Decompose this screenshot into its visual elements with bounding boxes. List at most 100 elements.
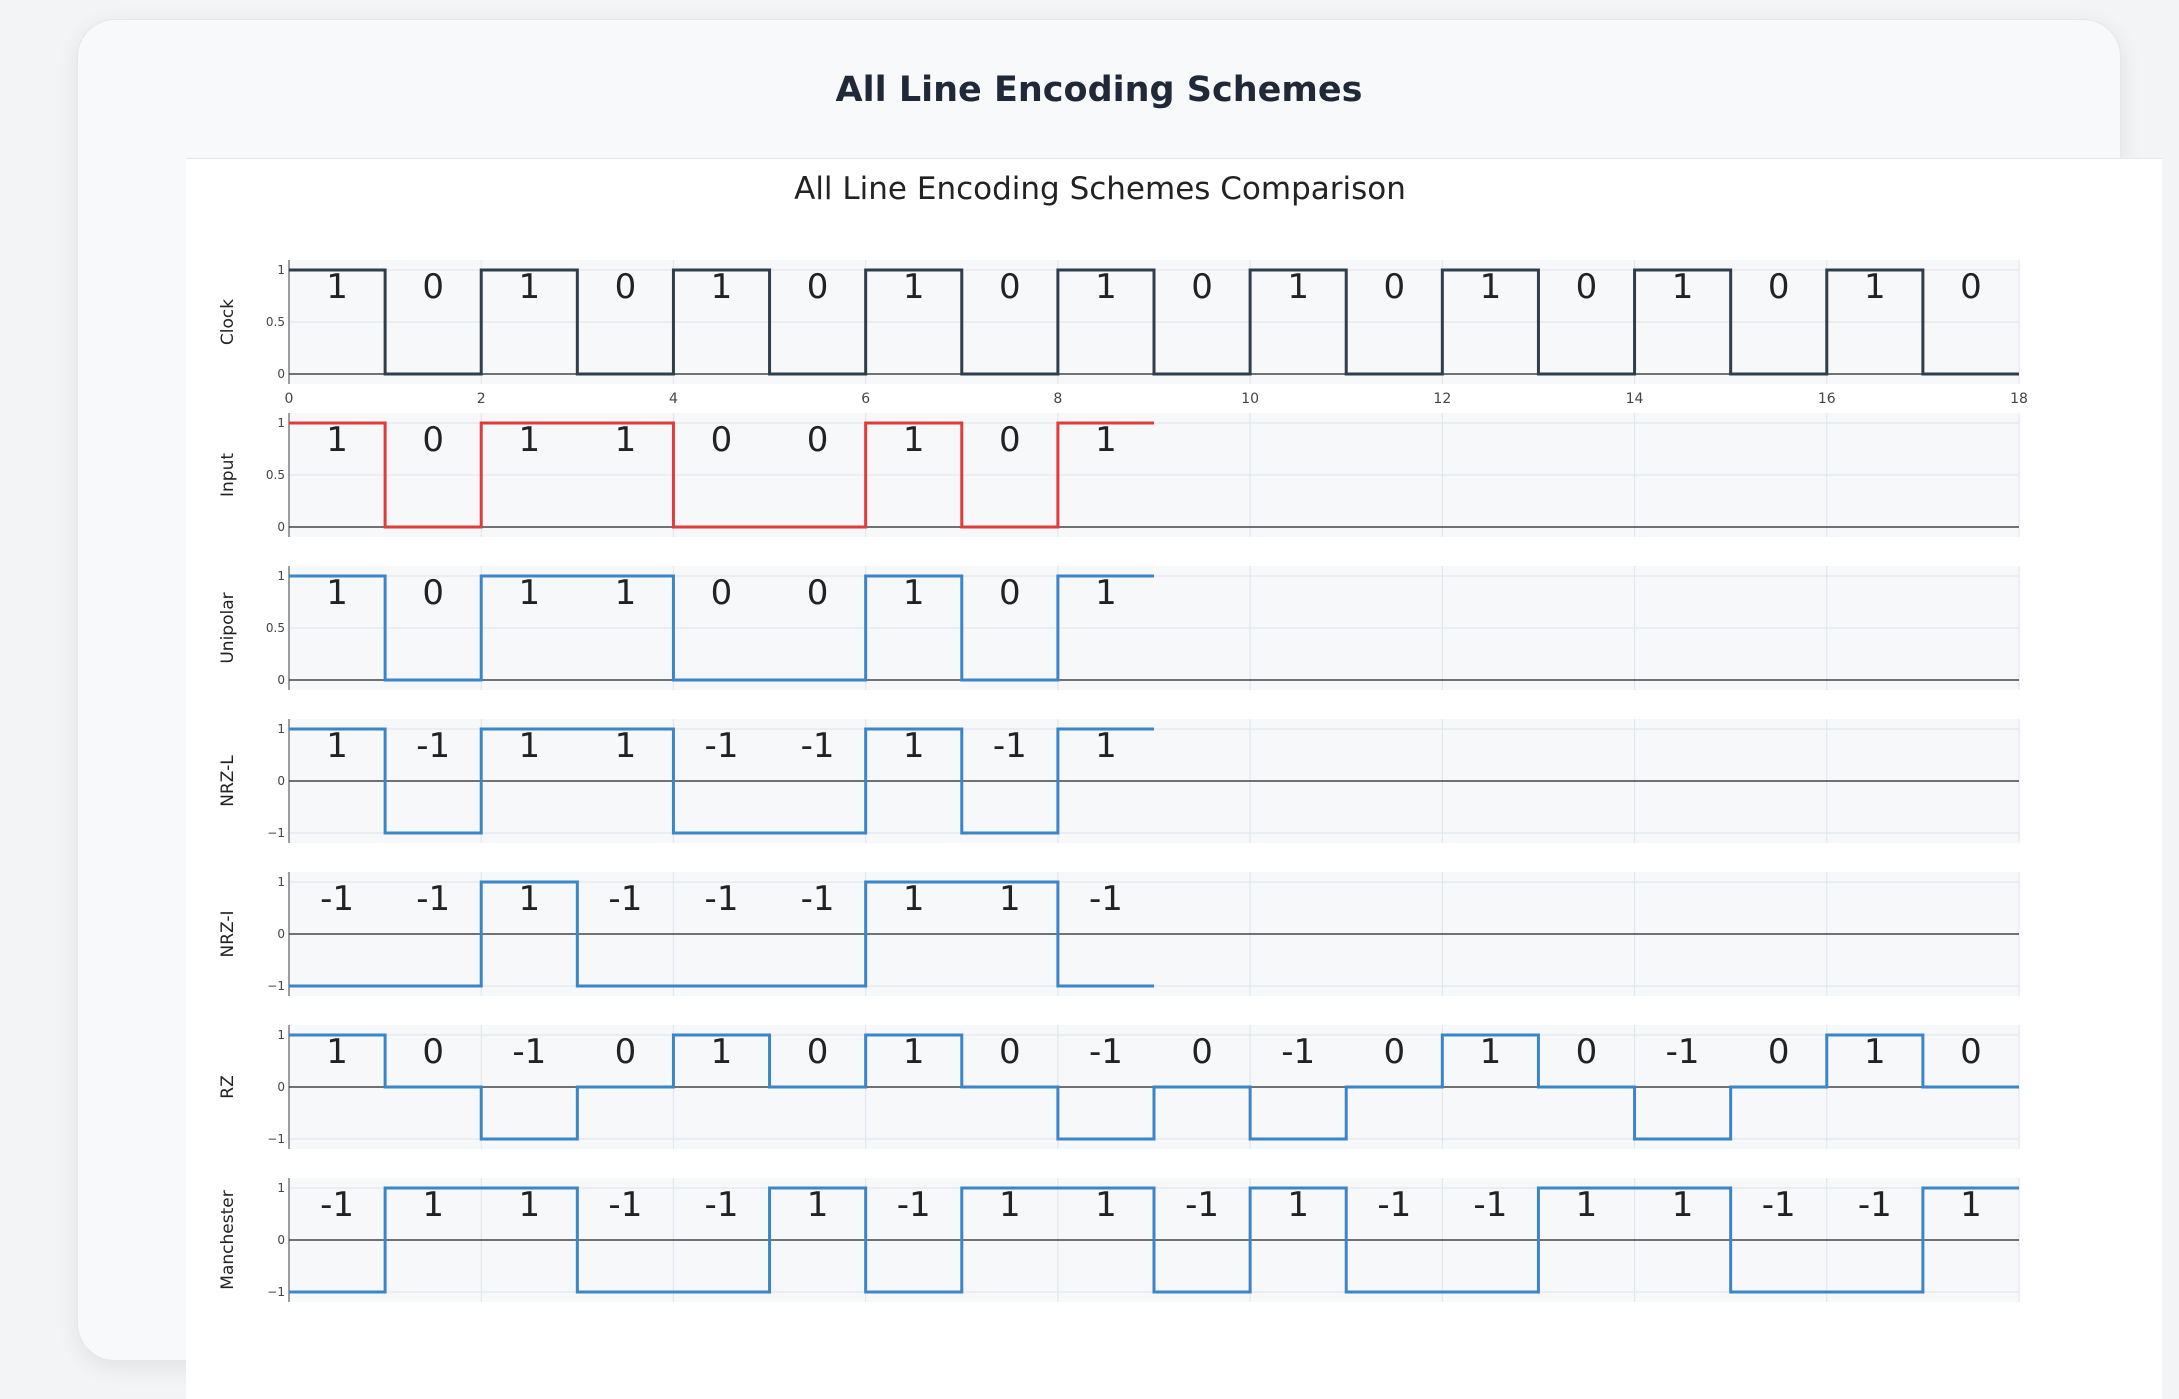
rz-bit-label: -1 [1089, 1032, 1123, 1072]
clock-axis-label: Clock [218, 299, 238, 345]
nrz-i-ytick-label: −1 [267, 979, 285, 993]
nrz-i-bit-label: -1 [416, 879, 450, 919]
nrz-i-bit-label: -1 [320, 879, 354, 919]
rz-bit-label: 0 [999, 1032, 1021, 1072]
rz-bit-label: -1 [1666, 1032, 1700, 1072]
x-tick-label: 10 [1241, 391, 1259, 407]
rz-ytick-label: 1 [277, 1028, 285, 1042]
manchester-axis-label: Manchester [218, 1190, 238, 1289]
clock-bit-label: 0 [615, 267, 637, 307]
input-bit-label: 0 [999, 420, 1021, 460]
nrz-i-bit-label: -1 [705, 879, 739, 919]
unipolar-ytick-label: 0.5 [266, 621, 285, 635]
x-tick-label: 4 [669, 391, 678, 407]
clock-bit-label: 0 [1960, 267, 1982, 307]
chart-title: All Line Encoding Schemes Comparison [794, 171, 1406, 207]
rz-bit-label: 1 [1480, 1032, 1502, 1072]
nrz-i-bit-label: 1 [903, 879, 925, 919]
manchester-bit-label: 1 [1287, 1185, 1309, 1225]
input-bit-label: 0 [711, 420, 733, 460]
rz-bit-label: 0 [422, 1032, 444, 1072]
rz-bit-label: 0 [1960, 1032, 1982, 1072]
manchester-bit-label: -1 [1185, 1185, 1219, 1225]
nrz-l-bit-label: 1 [903, 726, 925, 766]
manchester-bit-label: 1 [1576, 1185, 1598, 1225]
unipolar-bit-label: 0 [999, 573, 1021, 613]
nrz-l-bit-label: -1 [705, 726, 739, 766]
nrz-l-signal-line [289, 727, 1154, 835]
x-tick-label: 2 [477, 391, 486, 407]
nrz-i-ytick-label: 0 [277, 927, 285, 941]
unipolar-bit-label: 1 [1095, 573, 1117, 613]
encoding-chart: All Line Encoding Schemes Comparison 0 0.… [218, 171, 2028, 1302]
unipolar-bit-label: 1 [903, 573, 925, 613]
unipolar-bit-label: 1 [518, 573, 540, 613]
rz-bit-label: -1 [512, 1032, 546, 1072]
unipolar-signal-line [289, 574, 1154, 682]
input-bit-label: 1 [615, 420, 637, 460]
manchester-bit-label: -1 [1762, 1185, 1796, 1225]
x-tick-label: 6 [861, 391, 870, 407]
nrz-l-bit-label: 1 [518, 726, 540, 766]
manchester-bit-label: 1 [1095, 1185, 1117, 1225]
x-tick-label: 0 [285, 391, 294, 407]
x-tick-label: 14 [1626, 391, 1644, 407]
clock-signal-line [289, 268, 2019, 376]
nrz-l-ytick-label: 1 [277, 722, 285, 736]
clock-bit-label: 1 [1287, 267, 1309, 307]
unipolar-bit-label: 0 [422, 573, 444, 613]
clock-bit-label: 0 [807, 267, 829, 307]
clock-bit-label: 1 [711, 267, 733, 307]
unipolar-bit-label: 1 [326, 573, 348, 613]
manchester-bit-label: -1 [1377, 1185, 1411, 1225]
nrz-i-bit-label: -1 [608, 879, 642, 919]
manchester-bit-label: 1 [518, 1185, 540, 1225]
input-bit-label: 1 [326, 420, 348, 460]
unipolar-axis-label: Unipolar [218, 592, 238, 663]
unipolar-ytick-label: 0 [277, 673, 285, 687]
manchester-bit-label: -1 [705, 1185, 739, 1225]
nrz-i-bit-label: -1 [1089, 879, 1123, 919]
page-title: All Line Encoding Schemes [835, 70, 1363, 110]
manchester-bit-label: -1 [1473, 1185, 1507, 1225]
rz-bit-label: 1 [326, 1032, 348, 1072]
rz-signal-line [289, 1033, 2019, 1141]
manchester-bit-label: 1 [1960, 1185, 1982, 1225]
rz-bit-label: 0 [615, 1032, 637, 1072]
manchester-signal-line [289, 1186, 2019, 1294]
clock-bit-label: 0 [1576, 267, 1598, 307]
clock-bit-label: 0 [1768, 267, 1790, 307]
clock-bit-label: 1 [326, 267, 348, 307]
input-ytick-label: 0 [277, 520, 285, 534]
unipolar-bit-label: 0 [711, 573, 733, 613]
manchester-ytick-label: 0 [277, 1233, 285, 1247]
clock-bit-label: 1 [1095, 267, 1117, 307]
manchester-bit-label: 1 [1672, 1185, 1694, 1225]
nrz-l-ytick-label: 0 [277, 774, 285, 788]
clock-bit-label: 0 [999, 267, 1021, 307]
input-bit-label: 1 [518, 420, 540, 460]
nrz-i-signal-line [289, 880, 1154, 988]
manchester-bit-label: 1 [999, 1185, 1021, 1225]
clock-bit-label: 1 [1864, 267, 1886, 307]
nrz-l-bit-label: 1 [1095, 726, 1117, 766]
unipolar-bit-label: 1 [615, 573, 637, 613]
rz-bit-label: -1 [1281, 1032, 1315, 1072]
clock-ytick-label: 0.5 [266, 315, 285, 329]
x-tick-label: 16 [1818, 391, 1836, 407]
rz-bit-label: 1 [903, 1032, 925, 1072]
manchester-bit-label: -1 [1858, 1185, 1892, 1225]
input-bit-label: 1 [903, 420, 925, 460]
manchester-bit-label: -1 [320, 1185, 354, 1225]
manchester-bit-label: -1 [608, 1185, 642, 1225]
rz-bit-label: 1 [1864, 1032, 1886, 1072]
clock-bit-label: 0 [422, 267, 444, 307]
clock-bit-label: 1 [1480, 267, 1502, 307]
clock-bit-label: 0 [1191, 267, 1213, 307]
nrz-i-bit-label: -1 [801, 879, 835, 919]
clock-bit-label: 1 [518, 267, 540, 307]
nrz-i-axis-label: NRZ-I [218, 910, 238, 957]
manchester-ytick-label: −1 [267, 1285, 285, 1299]
clock-ytick-label: 0 [277, 367, 285, 381]
input-bit-label: 0 [807, 420, 829, 460]
